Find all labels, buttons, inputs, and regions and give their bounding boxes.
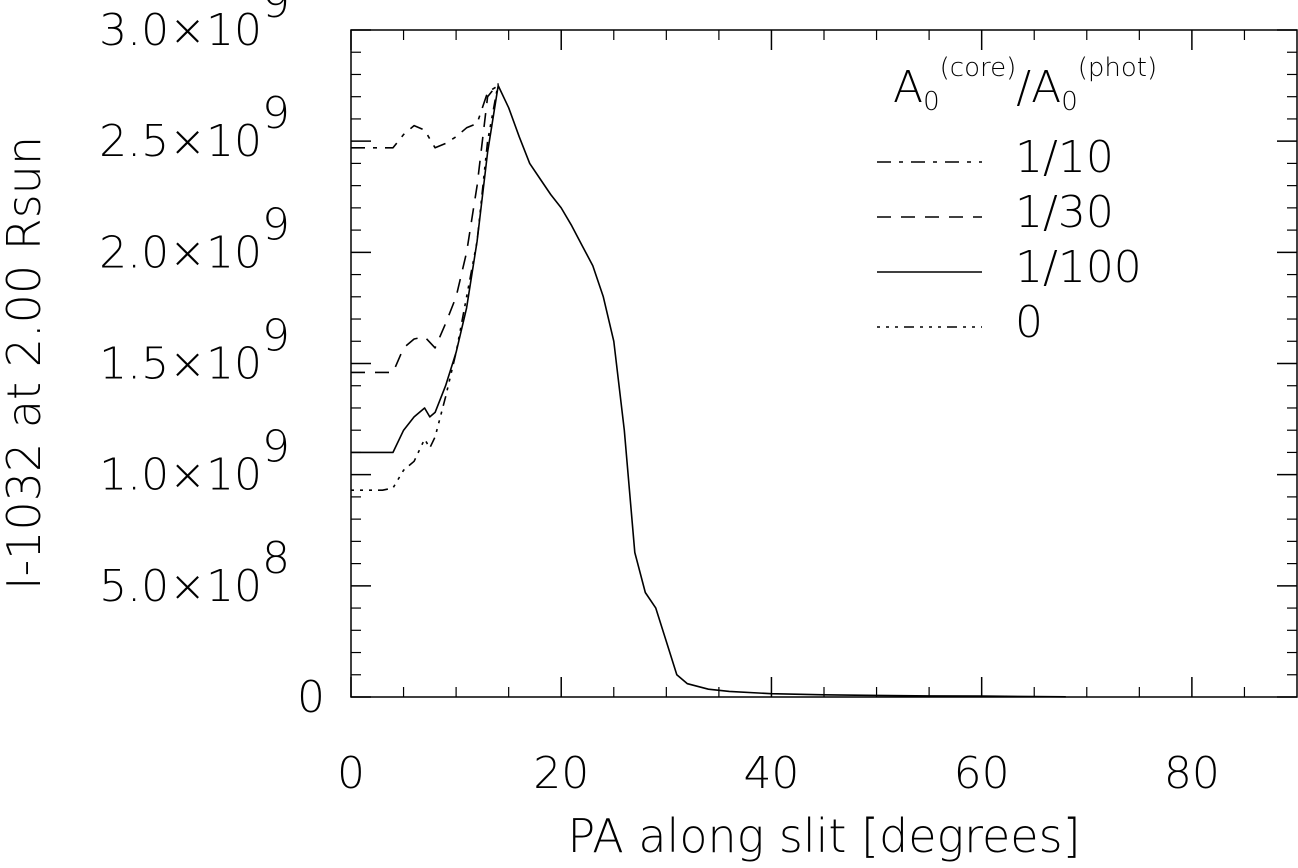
series-lines	[351, 82, 1066, 698]
x-axis-ticks: 0 20 40 60 80	[337, 30, 1246, 799]
legend-label: 1/30	[1015, 187, 1114, 238]
legend-title-sup-phot: (phot)	[1078, 53, 1157, 83]
legend-title-sub2: 0	[1061, 87, 1078, 117]
series-line	[351, 84, 499, 149]
x-tick-label: 0	[337, 748, 365, 799]
y-tick-label: 0	[297, 672, 325, 723]
legend-title-sub: 0	[923, 87, 940, 117]
y-tick-label: 5.0×108	[99, 533, 290, 612]
y-axis-ticks: 0 5.0×108 1.0×109 1.5×109 2.0×109 2.5×109 3.0×…	[99, 0, 1297, 723]
x-tick-label: 20	[533, 748, 589, 799]
legend-title: A0(core)/A0(phot)	[893, 53, 1157, 117]
series-line	[351, 84, 1066, 698]
legend-title-a: A	[893, 62, 923, 113]
x-tick-label: 80	[1164, 748, 1220, 799]
legend-label: 0	[1015, 297, 1043, 348]
y-tick-label: 1.5×109	[99, 311, 290, 390]
legend-title-a2: A	[1031, 62, 1061, 113]
series-line	[351, 82, 499, 374]
legend-label: 1/100	[1015, 242, 1142, 293]
legend-title-sup-core: (core)	[940, 53, 1017, 83]
y-tick-label: 1.0×109	[99, 422, 290, 501]
legend-title-slash: /	[1016, 62, 1031, 113]
x-axis-label: PA along slit [degrees]	[567, 809, 1080, 863]
plot-frame	[350, 29, 1298, 698]
y-tick-label: 3.0×109	[99, 0, 290, 56]
x-tick-label: 40	[743, 748, 799, 799]
y-axis-label: I-1032 at 2.00 Rsun	[0, 136, 51, 590]
x-tick-label: 60	[954, 748, 1010, 799]
y-tick-label: 2.0×109	[99, 199, 290, 278]
y-tick-label: 2.5×109	[99, 88, 290, 167]
legend-label: 1/10	[1015, 132, 1114, 183]
series-line	[351, 83, 499, 491]
